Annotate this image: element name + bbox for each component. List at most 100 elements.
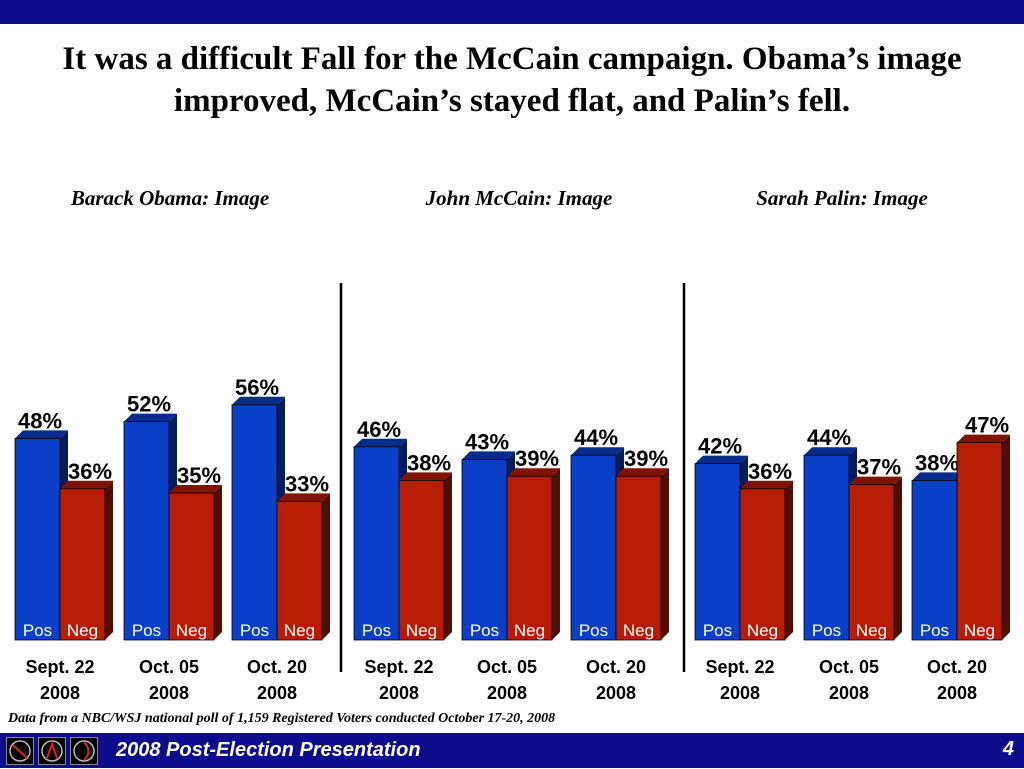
x-tick-label: Oct. 20 bbox=[586, 657, 646, 677]
x-tick-label: 2008 bbox=[40, 683, 80, 703]
palin-panel-title: Sarah Palin: Image bbox=[756, 186, 928, 210]
neg-value-label: 37% bbox=[857, 455, 901, 480]
pos-series-label: Pos bbox=[703, 621, 732, 640]
pos-series-label: Pos bbox=[240, 621, 269, 640]
pos-value-label: 42% bbox=[698, 434, 742, 459]
slide-title: It was a difficult Fall for the McCain c… bbox=[62, 41, 962, 119]
pos-value-label: 48% bbox=[18, 408, 62, 433]
pos-value-label: 43% bbox=[465, 429, 509, 454]
neg-bar bbox=[956, 442, 1003, 641]
x-tick-label: 2008 bbox=[257, 683, 297, 703]
neg-bar-top bbox=[169, 485, 222, 493]
neg-series-label: Neg bbox=[747, 621, 778, 640]
x-tick-label: Oct. 05 bbox=[139, 657, 199, 677]
neg-series-label: Neg bbox=[623, 621, 654, 640]
pos-bar-top bbox=[354, 438, 407, 447]
pos-series-label: Pos bbox=[920, 621, 949, 640]
logo-icon bbox=[70, 737, 98, 765]
neg-series-label: Neg bbox=[67, 621, 98, 640]
x-tick-label: Oct. 20 bbox=[927, 657, 987, 677]
x-tick-label: Oct. 20 bbox=[247, 657, 307, 677]
neg-value-label: 36% bbox=[748, 459, 792, 484]
pos-series-label: Pos bbox=[23, 621, 52, 640]
pos-series-label: Pos bbox=[812, 621, 841, 640]
pos-bar-top bbox=[232, 396, 285, 405]
pos-value-label: 46% bbox=[357, 417, 401, 442]
source-footnote: Data from a NBC/WSJ national poll of 1,1… bbox=[8, 711, 556, 726]
page-number: 4 bbox=[1002, 738, 1014, 760]
neg-bar-top bbox=[277, 493, 330, 502]
neg-bar-top bbox=[60, 480, 113, 489]
pos-value-label: 38% bbox=[915, 450, 959, 475]
neg-bar bbox=[848, 484, 895, 641]
pos-bar bbox=[570, 454, 617, 641]
neg-bar bbox=[168, 492, 215, 641]
footer-title: 2008 Post-Election Presentation bbox=[116, 739, 421, 761]
neg-bar-side bbox=[322, 493, 330, 640]
x-tick-label: 2008 bbox=[829, 683, 869, 703]
neg-series-label: Neg bbox=[514, 621, 545, 640]
pos-bar bbox=[353, 446, 400, 641]
neg-bar-side bbox=[894, 476, 902, 640]
x-tick-label: 2008 bbox=[720, 683, 760, 703]
neg-bar bbox=[276, 500, 323, 641]
bottom-band bbox=[0, 733, 1024, 768]
neg-series-label: Neg bbox=[406, 621, 437, 640]
neg-series-label: Neg bbox=[176, 621, 207, 640]
neg-series-label: Neg bbox=[856, 621, 887, 640]
neg-bar-side bbox=[785, 480, 793, 640]
pos-bar-top bbox=[695, 455, 748, 464]
x-tick-label: Sept. 22 bbox=[705, 657, 774, 677]
neg-bar-side bbox=[661, 468, 669, 640]
pos-bar-top bbox=[912, 472, 965, 481]
x-tick-label: 2008 bbox=[487, 683, 527, 703]
x-tick-label: Oct. 05 bbox=[819, 657, 879, 677]
neg-value-label: 35% bbox=[177, 463, 221, 488]
neg-value-label: 38% bbox=[407, 450, 451, 475]
neg-bar-top bbox=[740, 480, 793, 489]
pos-value-label: 56% bbox=[235, 375, 279, 400]
x-tick-label: 2008 bbox=[596, 683, 636, 703]
x-tick-label: 2008 bbox=[149, 683, 189, 703]
neg-bar-side bbox=[552, 468, 560, 640]
logo-icon bbox=[38, 737, 66, 765]
neg-bar bbox=[739, 488, 786, 641]
x-tick-label: 2008 bbox=[937, 683, 977, 703]
pos-bar-top bbox=[804, 447, 857, 456]
pos-bar bbox=[123, 421, 170, 641]
neg-bar-side bbox=[1002, 434, 1010, 640]
x-tick-label: Oct. 05 bbox=[477, 657, 537, 677]
bar-charts: 48% Pos 36% Neg Sept. 22 2008 52% Pos 35% Neg Oct.… bbox=[14, 283, 1010, 703]
pos-bar bbox=[461, 458, 508, 641]
pos-bar-top bbox=[571, 447, 624, 456]
neg-bar bbox=[398, 479, 445, 641]
neg-bar-side bbox=[105, 480, 113, 640]
x-tick-label: 2008 bbox=[379, 683, 419, 703]
pos-bar-top bbox=[462, 451, 515, 460]
pos-bar bbox=[694, 463, 741, 641]
neg-bar-side bbox=[444, 472, 452, 640]
neg-bar-top bbox=[957, 434, 1010, 443]
neg-bar bbox=[615, 475, 662, 641]
x-tick-label: Sept. 22 bbox=[25, 657, 94, 677]
neg-value-label: 47% bbox=[965, 413, 1009, 438]
pos-series-label: Pos bbox=[579, 621, 608, 640]
logo-icon bbox=[6, 737, 34, 765]
pos-series-label: Pos bbox=[470, 621, 499, 640]
pos-bar bbox=[231, 404, 278, 641]
pos-bar bbox=[803, 454, 850, 641]
pos-value-label: 44% bbox=[807, 425, 851, 450]
neg-value-label: 39% bbox=[624, 446, 668, 471]
neg-series-label: Neg bbox=[284, 621, 315, 640]
neg-bar-top bbox=[849, 476, 902, 485]
neg-bar bbox=[59, 488, 106, 641]
x-tick-label: Sept. 22 bbox=[364, 657, 433, 677]
obama-panel-title: Barack Obama: Image bbox=[70, 186, 270, 210]
pos-value-label: 44% bbox=[574, 425, 618, 450]
pos-value-label: 52% bbox=[127, 392, 171, 417]
pos-series-label: Pos bbox=[132, 621, 161, 640]
neg-value-label: 36% bbox=[68, 459, 112, 484]
mccain-panel-title: John McCain: Image bbox=[425, 186, 613, 210]
neg-bar-top bbox=[616, 468, 669, 477]
neg-bar-side bbox=[214, 485, 222, 640]
